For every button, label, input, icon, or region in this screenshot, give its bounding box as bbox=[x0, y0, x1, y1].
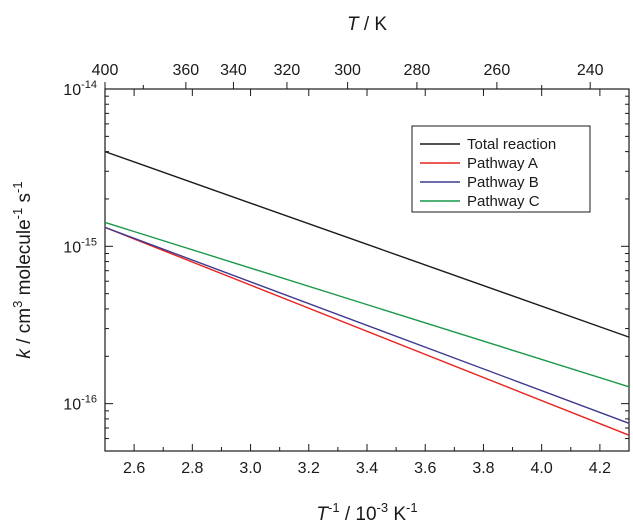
y-tick-label: 10-14 bbox=[63, 79, 97, 99]
x-tick-label: 3.2 bbox=[298, 460, 320, 477]
series-line-pathway-a bbox=[104, 226, 630, 436]
top-axis-title: T / K bbox=[347, 14, 387, 35]
top-tick-label: 360 bbox=[173, 62, 200, 79]
legend-label: Pathway B bbox=[467, 174, 539, 191]
legend-label: Total reaction bbox=[467, 136, 556, 153]
series-layer bbox=[104, 150, 630, 436]
legend: Total reaction Pathway A Pathway B Pathway … bbox=[411, 125, 591, 213]
x-tick-label: 3.6 bbox=[414, 460, 436, 477]
series-line-total-reaction bbox=[104, 150, 630, 338]
top-tick-label: 400 bbox=[92, 62, 119, 79]
legend-items: Total reaction Pathway A Pathway B Pathway … bbox=[420, 136, 556, 210]
x-tick-label: 2.8 bbox=[181, 460, 203, 477]
x-tick-label: 3.8 bbox=[472, 460, 494, 477]
x-tick-label: 4.0 bbox=[531, 460, 553, 477]
y-axis-title: k / cm3 molecule-1 s-1 bbox=[10, 181, 35, 358]
x-axis-title: T-1 / 10-3 K-1 bbox=[316, 500, 417, 525]
top-tick-label: 300 bbox=[334, 62, 361, 79]
top-tick-label: 320 bbox=[274, 62, 301, 79]
x-tick-label: 3.4 bbox=[356, 460, 378, 477]
legend-label: Pathway A bbox=[467, 155, 538, 172]
legend-box bbox=[411, 125, 591, 213]
y-tick-label: 10-16 bbox=[63, 394, 97, 414]
top-tick-label: 280 bbox=[404, 62, 431, 79]
x-tick-label: 4.2 bbox=[589, 460, 611, 477]
series-line-pathway-b bbox=[104, 226, 630, 424]
x-tick-label: 2.6 bbox=[123, 460, 145, 477]
top-tick-label: 240 bbox=[577, 62, 604, 79]
top-tick-label: 340 bbox=[220, 62, 247, 79]
y-tick-label: 10-15 bbox=[63, 236, 97, 256]
x-tick-label: 3.0 bbox=[239, 460, 261, 477]
ticks-layer: 2.6 2.8 3.0 3.2 3.4 3.6 3.8 4.0 4.2 400 360 340 320 3… bbox=[63, 62, 630, 477]
top-tick-label: 260 bbox=[484, 62, 511, 79]
legend-label: Pathway C bbox=[467, 193, 540, 210]
series-line-pathway-c bbox=[104, 221, 630, 388]
